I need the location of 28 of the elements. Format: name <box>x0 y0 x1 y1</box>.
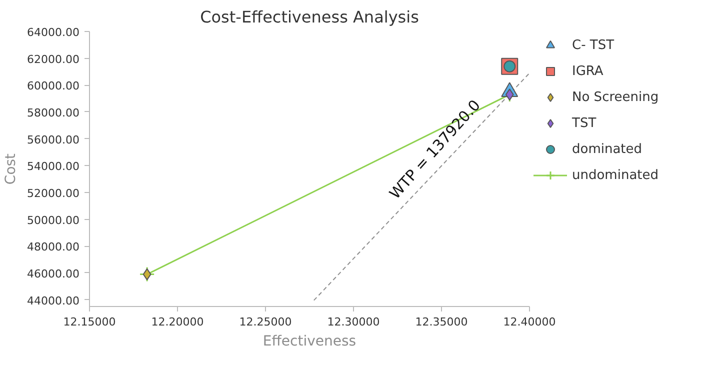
legend-label: undominated <box>572 168 659 182</box>
x-tick-label: 12.15000 <box>63 316 116 328</box>
x-axis-title: Effectiveness <box>262 334 356 350</box>
legend-label: dominated <box>572 142 642 156</box>
y-tick-label: 62000.00 <box>27 52 80 66</box>
y-tick-label: 64000.00 <box>27 26 80 39</box>
chart-title: Cost-Effectiveness Analysis <box>200 8 419 26</box>
x-tick-label: 12.25000 <box>239 316 292 328</box>
y-tick-label: 54000.00 <box>27 160 80 174</box>
legend-label: TST <box>572 116 596 130</box>
point <box>142 268 152 280</box>
y-tick-label: 52000.00 <box>27 186 80 200</box>
y-axis-title: Cost <box>3 152 20 185</box>
y-tick-label: 50000.00 <box>27 214 80 227</box>
y-tick-label: 56000.00 <box>27 133 80 146</box>
x-tick-label: 12.35000 <box>415 316 468 328</box>
legend-label: C- TST <box>572 38 614 52</box>
y-tick-label: 58000.00 <box>27 106 80 120</box>
y-tick-label: 60000.00 <box>27 80 80 93</box>
y-tick-label: 48000.00 <box>27 240 80 254</box>
legend-label: No Screening <box>572 90 659 104</box>
x-tick-label: 12.20000 <box>151 316 204 328</box>
x-tick-label: 12.40000 <box>503 316 556 328</box>
point <box>139 266 155 282</box>
y-tick-label: 44000.00 <box>27 294 80 308</box>
y-tick-label: 46000.00 <box>27 267 80 280</box>
legend-label: IGRA <box>572 64 604 78</box>
x-tick-label: 12.30000 <box>327 316 380 328</box>
